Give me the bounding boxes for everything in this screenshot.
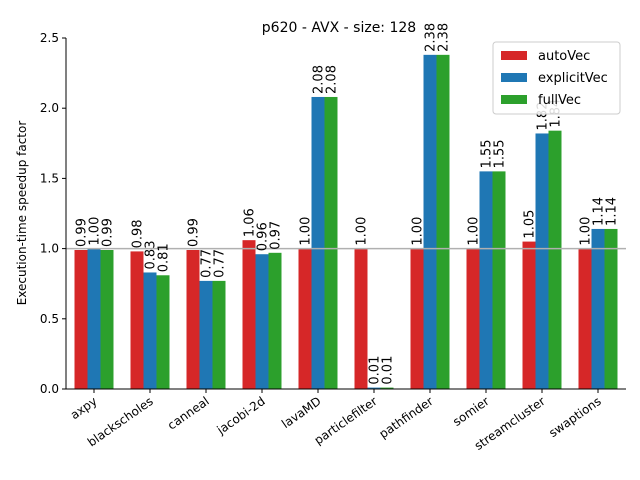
plot-area: 0.99 0.98 0.99 1.06 1.00 1.00 1.00 1.00 1.05 1.00… bbox=[40, 23, 626, 453]
data-label-autoVec-jacobi-2d: 1.06 bbox=[243, 208, 258, 237]
bar-fullVec-swaptions bbox=[604, 228, 618, 389]
y-tick-label: 2.0 bbox=[40, 101, 59, 115]
bar-autoVec-streamcluster bbox=[522, 241, 536, 389]
bar-explicitVec-jacobi-2d bbox=[255, 254, 269, 389]
x-tick-label-axpy: axpy bbox=[68, 394, 100, 422]
bar-explicitVec-swaptions bbox=[591, 228, 605, 389]
bar-explicitVec-streamcluster bbox=[535, 133, 549, 389]
x-tick-label-jacobi-2d: jacobi-2d bbox=[214, 394, 268, 438]
data-label-explicitVec-swaptions: 1.14 bbox=[592, 197, 607, 226]
data-label-explicitVec-lavaMD: 2.08 bbox=[312, 65, 327, 94]
x-tick-label-canneal: canneal bbox=[165, 394, 212, 433]
data-label-fullVec-somier: 1.55 bbox=[493, 139, 508, 168]
legend-label-autoVec: autoVec bbox=[538, 49, 590, 64]
x-tick-label-lavaMD: lavaMD bbox=[279, 394, 324, 431]
data-label-explicitVec-jacobi-2d: 0.96 bbox=[256, 222, 271, 251]
data-label-explicitVec-somier: 1.55 bbox=[480, 139, 495, 168]
legend-label-fullVec: fullVec bbox=[538, 93, 581, 108]
bar-fullVec-streamcluster bbox=[548, 130, 562, 389]
data-label-explicitVec-axpy: 1.00 bbox=[88, 217, 103, 246]
data-label-autoVec-blackscholes: 0.98 bbox=[131, 219, 146, 248]
bar-fullVec-canneal bbox=[212, 280, 226, 389]
bar-explicitVec-lavaMD bbox=[311, 96, 325, 389]
x-tick-label-pathfinder: pathfinder bbox=[377, 394, 436, 441]
bar-explicitVec-axpy bbox=[87, 248, 101, 389]
bar-autoVec-swaptions bbox=[578, 248, 592, 389]
data-label-explicitVec-particlefilter: 0.01 bbox=[368, 356, 383, 385]
legend-swatch-autoVec bbox=[501, 51, 527, 60]
y-tick-label: 1.5 bbox=[40, 171, 59, 185]
x-tick-label-somier: somier bbox=[450, 394, 492, 429]
y-axis-label: Execution-time speedup factor bbox=[15, 121, 29, 306]
data-label-autoVec-axpy: 0.99 bbox=[75, 218, 90, 247]
data-label-explicitVec-pathfinder: 2.38 bbox=[424, 23, 439, 52]
y-tick-label: 0.0 bbox=[40, 382, 59, 396]
bar-explicitVec-somier bbox=[479, 171, 493, 389]
data-label-fullVec-canneal: 0.77 bbox=[213, 249, 228, 278]
bar-fullVec-blackscholes bbox=[156, 275, 170, 389]
bar-explicitVec-particlefilter bbox=[367, 387, 381, 389]
x-tick-label-particlefilter: particlefilter bbox=[312, 394, 380, 447]
bar-fullVec-somier bbox=[492, 171, 506, 389]
bar-autoVec-pathfinder bbox=[410, 248, 424, 389]
bar-explicitVec-blackscholes bbox=[143, 272, 157, 389]
bar-fullVec-jacobi-2d bbox=[268, 252, 282, 389]
legend-label-explicitVec: explicitVec bbox=[538, 71, 608, 86]
legend-swatch-explicitVec bbox=[501, 73, 527, 82]
data-label-autoVec-canneal: 0.99 bbox=[187, 218, 202, 247]
y-tick-label: 2.5 bbox=[40, 31, 59, 45]
data-label-fullVec-particlefilter: 0.01 bbox=[381, 356, 396, 385]
bar-fullVec-particlefilter bbox=[380, 387, 394, 389]
bar-autoVec-blackscholes bbox=[130, 251, 144, 389]
data-label-fullVec-lavaMD: 2.08 bbox=[325, 65, 340, 94]
legend-swatch-fullVec bbox=[501, 95, 527, 104]
x-tick-label-swaptions: swaptions bbox=[546, 394, 603, 440]
bar-autoVec-canneal bbox=[186, 250, 200, 389]
data-label-autoVec-pathfinder: 1.00 bbox=[411, 217, 426, 246]
bar-autoVec-particlefilter bbox=[354, 248, 368, 389]
bar-fullVec-lavaMD bbox=[324, 96, 338, 389]
bar-fullVec-pathfinder bbox=[436, 54, 450, 390]
bar-fullVec-axpy bbox=[100, 250, 114, 389]
data-label-autoVec-lavaMD: 1.00 bbox=[299, 217, 314, 246]
bar-autoVec-jacobi-2d bbox=[242, 240, 256, 389]
data-label-explicitVec-blackscholes: 0.83 bbox=[144, 241, 159, 270]
data-label-fullVec-axpy: 0.99 bbox=[101, 218, 116, 247]
data-label-fullVec-blackscholes: 0.81 bbox=[157, 243, 172, 272]
bar-autoVec-somier bbox=[466, 248, 480, 389]
data-label-autoVec-somier: 1.00 bbox=[467, 217, 482, 246]
data-label-autoVec-swaptions: 1.00 bbox=[579, 217, 594, 246]
data-label-fullVec-swaptions: 1.14 bbox=[605, 197, 620, 226]
data-label-explicitVec-canneal: 0.77 bbox=[200, 249, 215, 278]
data-label-fullVec-pathfinder: 2.38 bbox=[437, 23, 452, 52]
data-label-fullVec-jacobi-2d: 0.97 bbox=[269, 221, 284, 250]
chart-title: p620 - AVX - size: 128 bbox=[262, 20, 416, 36]
y-tick-label: 0.5 bbox=[40, 312, 59, 326]
bar-autoVec-lavaMD bbox=[298, 248, 312, 389]
bar-explicitVec-canneal bbox=[199, 280, 213, 389]
data-label-autoVec-particlefilter: 1.00 bbox=[355, 217, 370, 246]
bar-explicitVec-pathfinder bbox=[423, 54, 437, 390]
bar-autoVec-axpy bbox=[74, 250, 88, 389]
y-tick-label: 1.0 bbox=[40, 242, 59, 256]
data-label-autoVec-streamcluster: 1.05 bbox=[523, 210, 538, 239]
